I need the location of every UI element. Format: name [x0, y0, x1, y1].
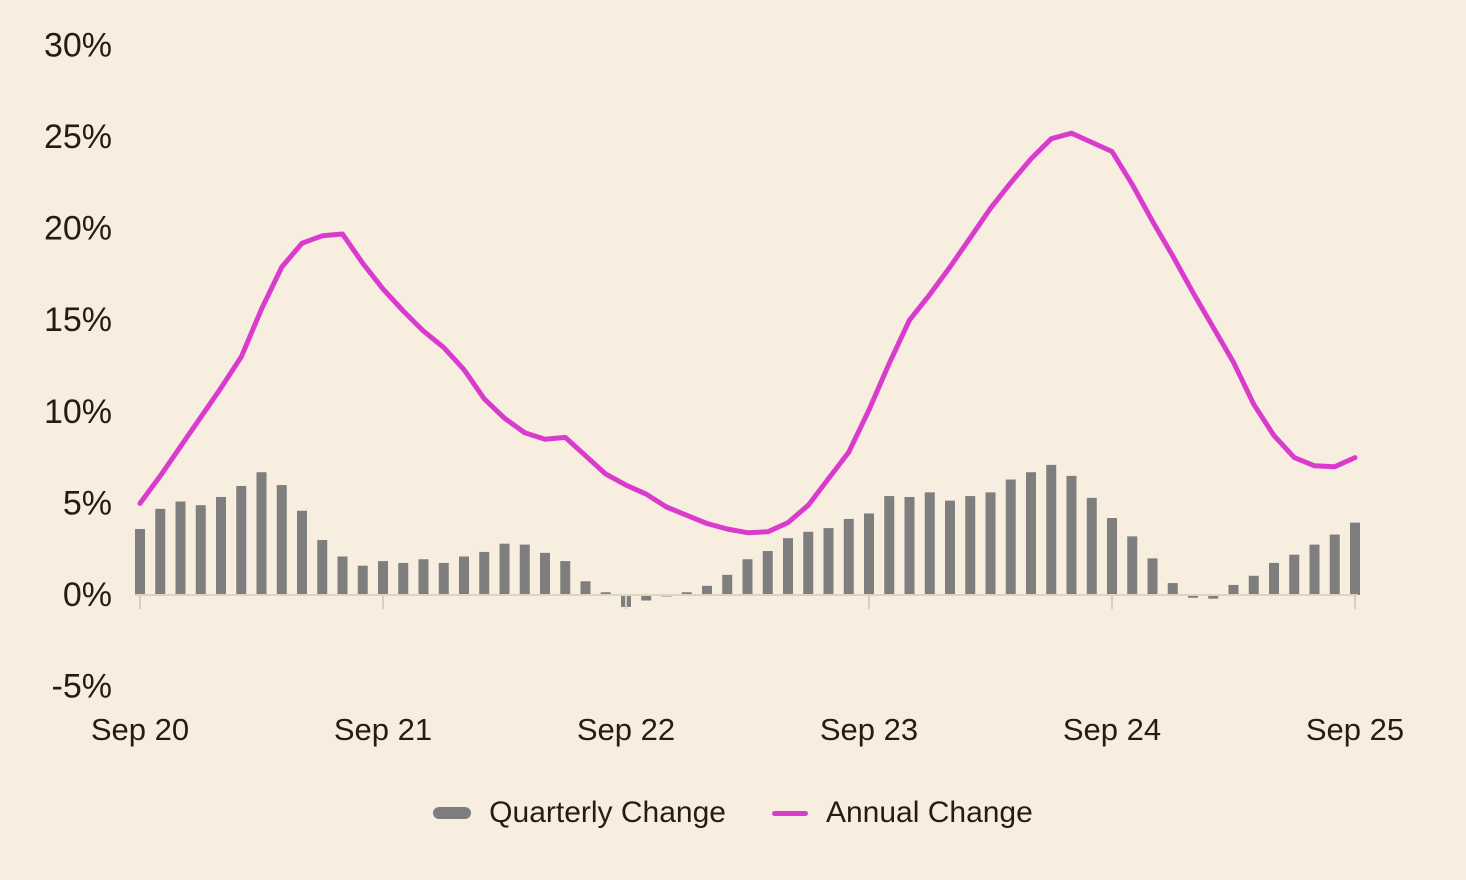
y-tick-label: 15% [44, 301, 112, 339]
quarterly-bars [135, 464, 1360, 607]
bar [762, 551, 773, 595]
bar [519, 544, 530, 595]
legend-item-quarterly: Quarterly Change [433, 795, 726, 831]
bar [479, 551, 490, 595]
bar [1005, 479, 1016, 595]
bar [1107, 518, 1117, 595]
bar [357, 565, 368, 595]
legend-label-quarterly: Quarterly Change [489, 796, 726, 829]
bar [216, 496, 226, 595]
bar [256, 472, 267, 595]
bar [398, 562, 409, 595]
x-tick-label: Sep 25 [1306, 712, 1404, 747]
bar [924, 492, 935, 595]
bar [904, 496, 915, 595]
x-tick-label: Sep 22 [577, 712, 675, 747]
bar [297, 510, 307, 595]
bar [499, 543, 510, 595]
bar [1188, 595, 1198, 598]
bar [1127, 536, 1138, 595]
y-axis-labels: 30% 25% 20% 15% 10% 5% 0% -5% [44, 26, 112, 705]
x-tick-label: Sep 24 [1063, 712, 1161, 747]
bar [884, 496, 895, 595]
bar [783, 538, 793, 595]
bar [1147, 558, 1158, 595]
bar [378, 561, 388, 595]
bar [945, 500, 955, 595]
bar [823, 528, 834, 595]
bar [135, 529, 145, 595]
y-tick-label: 5% [63, 484, 112, 522]
bar [317, 540, 328, 595]
y-tick-label: 25% [44, 118, 112, 156]
annual-change-line [137, 130, 1358, 536]
x-axis-ticks [139, 596, 1356, 609]
bar [337, 556, 348, 595]
bar [195, 505, 206, 595]
y-tick-label: -5% [52, 668, 112, 706]
bar [641, 595, 652, 601]
bar [722, 574, 733, 595]
bar [600, 592, 611, 595]
bar [1329, 534, 1340, 595]
bar [985, 492, 996, 595]
quarterly-bar-swatch-icon [433, 807, 472, 819]
legend-item-annual: Annual Change [771, 795, 1033, 831]
x-tick-label: Sep 23 [820, 712, 918, 747]
bar [459, 556, 469, 595]
bar [843, 518, 854, 595]
bar [418, 559, 429, 595]
x-axis-labels: Sep 20 Sep 21 Sep 22 Sep 23 Sep 24 Sep 25 [91, 712, 1404, 747]
bar [1228, 584, 1239, 595]
bar [1066, 475, 1077, 595]
bar [702, 585, 712, 595]
bar [1309, 544, 1320, 595]
bar [580, 581, 591, 595]
x-tick-label: Sep 20 [91, 712, 189, 747]
x-tick-label: Sep 21 [334, 712, 432, 747]
legend-label-annual: Annual Change [825, 796, 1033, 829]
bar [965, 496, 976, 595]
bar [803, 531, 814, 595]
bar [276, 485, 287, 595]
bar [1046, 464, 1057, 595]
annual-line-swatch-icon [771, 810, 808, 816]
bar [1269, 562, 1279, 595]
bar [864, 513, 874, 595]
bar [742, 559, 753, 595]
bar [560, 561, 571, 595]
bar [1167, 583, 1178, 595]
y-tick-label: 10% [44, 393, 112, 431]
bar [236, 485, 247, 595]
bar [1350, 522, 1360, 595]
bar [1289, 554, 1300, 595]
y-tick-label: 30% [44, 26, 112, 64]
y-tick-label: 20% [44, 210, 112, 248]
bar [540, 552, 550, 595]
bar [681, 592, 692, 595]
y-tick-label: 0% [63, 576, 112, 614]
bar [1208, 595, 1219, 599]
bar [155, 508, 166, 595]
bar [1026, 472, 1036, 595]
bar [1086, 497, 1097, 595]
bar [175, 501, 186, 595]
bar [1248, 575, 1259, 595]
chart-legend: Quarterly Change Annual Change [0, 795, 1466, 831]
bar [438, 562, 449, 595]
